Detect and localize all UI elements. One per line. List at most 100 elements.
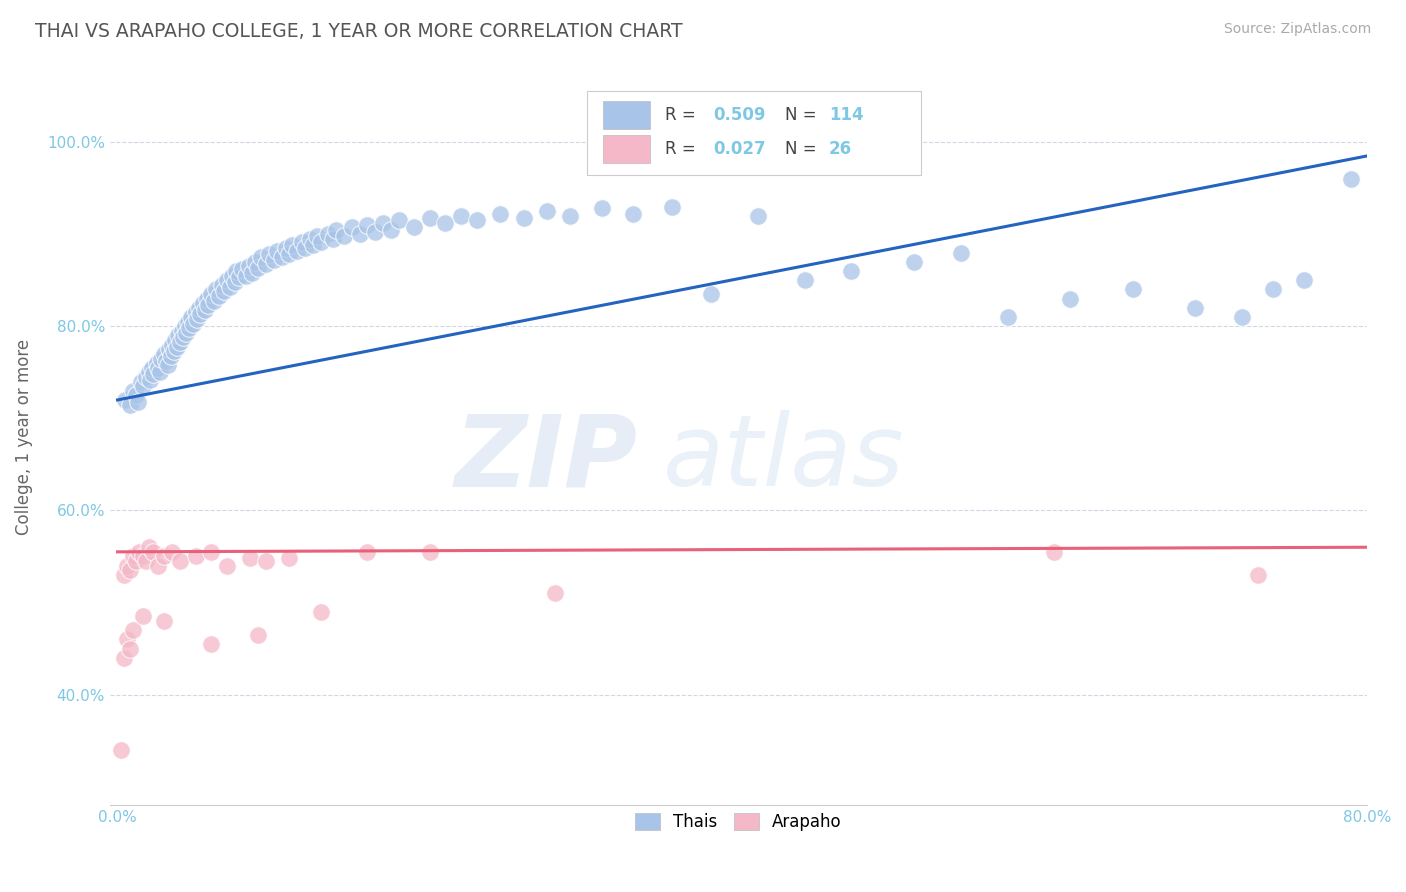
Point	[419, 211, 441, 225]
Point	[309, 605, 332, 619]
FancyBboxPatch shape	[603, 135, 651, 163]
Point	[278, 551, 301, 566]
Point	[174, 326, 197, 340]
Point	[450, 209, 472, 223]
Point	[169, 334, 191, 349]
Point	[949, 245, 972, 260]
Point	[193, 296, 215, 310]
Point	[747, 209, 769, 223]
Point	[131, 549, 153, 564]
Point	[1184, 301, 1206, 315]
Point	[114, 392, 136, 407]
Point	[139, 373, 162, 387]
Point	[270, 250, 292, 264]
Point	[138, 540, 160, 554]
Point	[122, 384, 145, 398]
Point	[112, 650, 135, 665]
Point	[212, 285, 235, 299]
Point	[170, 324, 193, 338]
Point	[146, 360, 169, 375]
Point	[285, 244, 308, 258]
Legend: Thais, Arapaho: Thais, Arapaho	[621, 800, 855, 845]
Point	[180, 310, 202, 324]
Point	[325, 222, 347, 236]
Point	[560, 209, 582, 223]
Point	[138, 365, 160, 379]
Point	[187, 301, 209, 315]
Point	[997, 310, 1019, 324]
Text: THAI VS ARAPAHO COLLEGE, 1 YEAR OR MORE CORRELATION CHART: THAI VS ARAPAHO COLLEGE, 1 YEAR OR MORE …	[35, 22, 683, 41]
Point	[371, 216, 394, 230]
Point	[118, 398, 141, 412]
Point	[118, 563, 141, 577]
Point	[238, 260, 260, 274]
Point	[621, 207, 644, 221]
Point	[231, 262, 253, 277]
Point	[131, 609, 153, 624]
Point	[388, 213, 411, 227]
Point	[1059, 292, 1081, 306]
Text: 0.509: 0.509	[713, 106, 766, 124]
Point	[278, 247, 301, 261]
Text: 0.027: 0.027	[713, 140, 766, 158]
Point	[247, 628, 270, 642]
Point	[110, 743, 132, 757]
Point	[122, 549, 145, 564]
Point	[205, 283, 228, 297]
Point	[219, 279, 242, 293]
Point	[1122, 283, 1144, 297]
Point	[128, 545, 150, 559]
Point	[544, 586, 567, 600]
Point	[165, 333, 187, 347]
Point	[135, 370, 157, 384]
Point	[127, 394, 149, 409]
Point	[118, 641, 141, 656]
Text: R =: R =	[665, 140, 702, 158]
Point	[240, 266, 263, 280]
Point	[141, 360, 163, 375]
Point	[841, 264, 863, 278]
Point	[257, 247, 280, 261]
Point	[318, 227, 340, 242]
Point	[239, 551, 262, 566]
Point	[591, 202, 613, 216]
Point	[150, 351, 173, 366]
Point	[1261, 283, 1284, 297]
Point	[1340, 172, 1362, 186]
Point	[228, 270, 250, 285]
Point	[146, 558, 169, 573]
Point	[142, 367, 165, 381]
Point	[145, 356, 167, 370]
Point	[298, 232, 321, 246]
Point	[903, 255, 925, 269]
Text: atlas: atlas	[662, 410, 904, 508]
Point	[202, 293, 225, 308]
Point	[186, 312, 208, 326]
Point	[356, 545, 378, 559]
Point	[235, 268, 257, 283]
Point	[155, 354, 177, 368]
Point	[333, 229, 356, 244]
Point	[309, 235, 332, 249]
Point	[419, 545, 441, 559]
Point	[247, 261, 270, 276]
FancyBboxPatch shape	[603, 101, 651, 129]
Point	[793, 273, 815, 287]
Text: ZIP: ZIP	[454, 410, 638, 508]
Point	[225, 264, 247, 278]
Text: R =: R =	[665, 106, 702, 124]
Point	[115, 558, 138, 573]
Point	[157, 343, 180, 357]
Point	[364, 226, 387, 240]
Point	[166, 340, 188, 354]
Text: N =: N =	[785, 140, 821, 158]
Point	[221, 268, 243, 283]
Point	[465, 213, 488, 227]
Point	[1294, 273, 1316, 287]
Point	[172, 330, 194, 344]
Point	[177, 315, 200, 329]
Point	[125, 388, 148, 402]
Point	[276, 241, 298, 255]
Point	[200, 287, 222, 301]
Point	[188, 307, 211, 321]
